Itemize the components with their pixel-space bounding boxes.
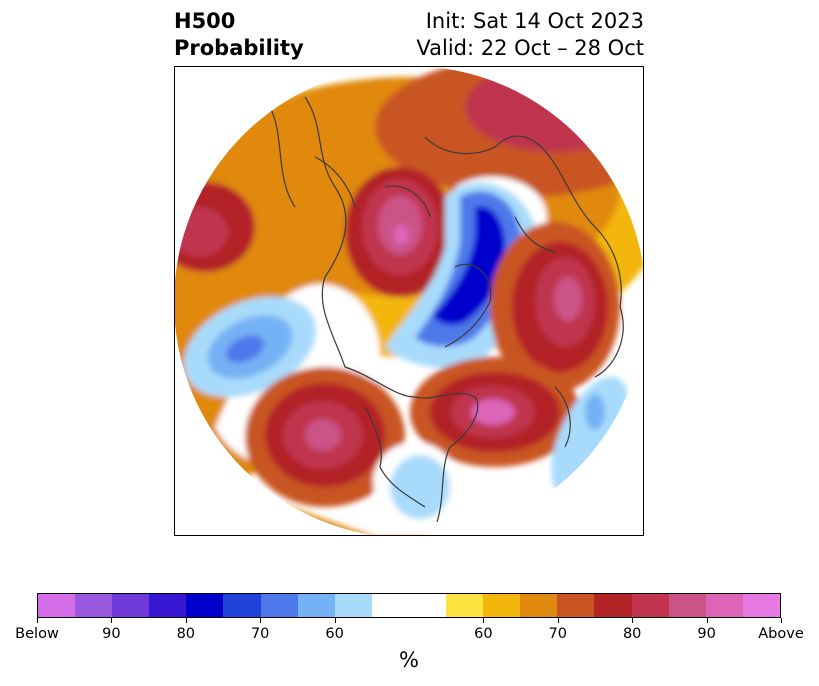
colorbar-tick-mark — [483, 618, 485, 623]
colorbar-segment — [483, 594, 521, 617]
colorbar-tick-label: 70 — [548, 626, 568, 642]
colorbar-tick-mark — [260, 618, 262, 623]
colorbar-segment — [408, 594, 447, 617]
colorbar-segment — [742, 594, 780, 617]
colorbar-tick-mark — [111, 618, 113, 623]
colorbar-tick-label: 80 — [622, 626, 642, 642]
colorbar-tick-mark — [781, 618, 782, 623]
colorbar-tick-mark — [557, 618, 559, 623]
colorbar-segment — [223, 594, 261, 617]
unit-label: % — [399, 648, 419, 672]
colorbar-segment — [334, 594, 372, 617]
colorbar-tick-label: 90 — [697, 626, 716, 642]
chart-title: H500 Probability — [174, 8, 304, 62]
probability-map — [175, 67, 643, 535]
colorbar-segment — [557, 594, 595, 617]
colorbar-segment — [75, 594, 113, 617]
colorbar-segment — [446, 594, 484, 617]
colorbar-tick-mark — [632, 618, 634, 623]
colorbar-tick-label: 60 — [474, 626, 493, 642]
colorbar-segment — [371, 594, 409, 617]
anomaly-fields — [175, 67, 643, 535]
colorbar-tick-mark — [185, 618, 187, 623]
colorbar-segment — [149, 594, 187, 617]
colorbar-tick-label: 90 — [102, 626, 121, 642]
colorbar-segment — [112, 594, 150, 617]
colorbar-tick-label: 80 — [176, 626, 196, 642]
colorbar-segment — [594, 594, 632, 617]
colorbar-segment — [260, 594, 298, 617]
colorbar-tick-mark — [706, 618, 708, 623]
colorbar-segment — [631, 594, 669, 617]
colorbar-segment — [38, 594, 76, 617]
title-line-2: Probability — [174, 36, 304, 60]
colorbar-segment — [186, 594, 224, 617]
title-line-1: H500 — [174, 9, 236, 33]
colorbar-tick-mark — [37, 618, 38, 623]
init-date: Init: Sat 14 Oct 2023 — [425, 9, 644, 33]
colorbar-tick-label: 60 — [325, 626, 344, 642]
colorbar-tick-mark — [334, 618, 336, 623]
colorbar — [37, 593, 781, 618]
colorbar-segment — [297, 594, 335, 617]
valid-range: Valid: 22 Oct – 28 Oct — [416, 36, 644, 60]
colorbar-segment — [705, 594, 743, 617]
colorbar-tick-label: Below — [15, 626, 59, 642]
colorbar-tick-label: 70 — [250, 626, 270, 642]
date-info: Init: Sat 14 Oct 2023 Valid: 22 Oct – 28… — [416, 8, 644, 62]
colorbar-segment — [668, 594, 706, 617]
colorbar-tick-label: Above — [758, 626, 804, 642]
map-panel — [174, 66, 644, 536]
colorbar-segment — [520, 594, 558, 617]
coastlines — [269, 96, 624, 523]
